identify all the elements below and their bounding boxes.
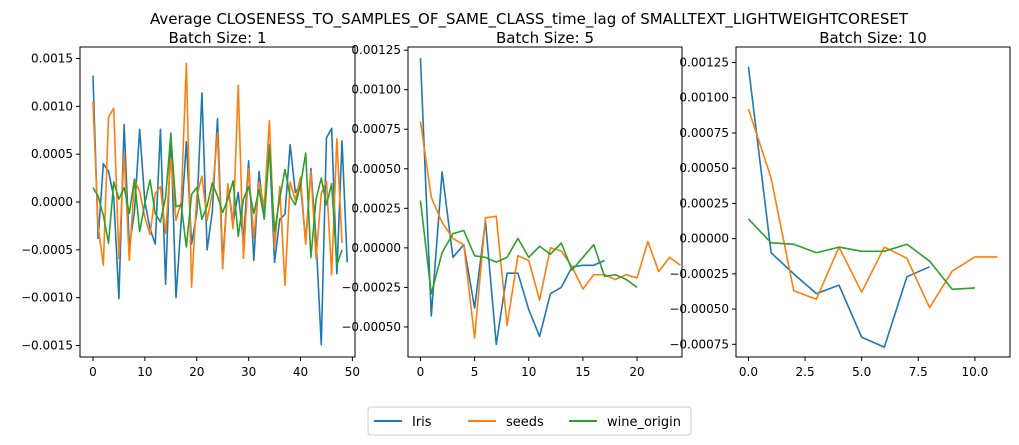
- y-tick-label: 0.00075: [351, 122, 401, 136]
- x-tick-label: 7.5: [909, 365, 928, 379]
- x-tick-label: 5: [471, 365, 479, 379]
- y-tick-label: 0.00100: [679, 91, 729, 105]
- legend-label-iris: Iris: [412, 415, 432, 430]
- y-tick-label: 0.00100: [351, 83, 401, 97]
- y-tick-label: −0.0005: [21, 243, 73, 257]
- legend-label-wine-origin: wine_origin: [607, 415, 681, 430]
- y-tick-label: 0.00000: [351, 241, 401, 255]
- series-line-seeds: [92, 62, 343, 288]
- plot-panels: Batch Size: 10 10 20 30 40 500.00150.00100.00…: [21, 29, 1011, 379]
- series-line-iris: [419, 58, 605, 346]
- legend-frame: [367, 406, 692, 436]
- panel-2-title: Batch Size: 5: [496, 29, 594, 47]
- x-tick-label: 10: [137, 365, 152, 379]
- panel-3-title: Batch Size: 10: [819, 29, 927, 47]
- series-line-wine-origin: [92, 134, 343, 266]
- y-tick-label: 0.0015: [31, 51, 73, 65]
- y-tick-label: 0.00125: [351, 43, 401, 57]
- y-tick-label: 0.00050: [351, 162, 401, 176]
- y-tick-label: 0.00025: [679, 196, 729, 210]
- y-tick-label: −0.0010: [21, 291, 73, 305]
- legend: Iris seeds wine_origin: [367, 406, 692, 436]
- y-tick-label: −0.00050: [669, 302, 729, 316]
- y-tick-label: −0.00075: [669, 337, 729, 351]
- y-tick-label: 0.00050: [679, 161, 729, 175]
- y-tick-label: 0.00025: [351, 201, 401, 215]
- x-tick-label: 2.5: [796, 365, 815, 379]
- series-line-seeds: [419, 121, 681, 339]
- legend-label-seeds: seeds: [506, 415, 544, 430]
- x-tick-label: 5.0: [852, 365, 871, 379]
- series-line-wine-origin: [747, 218, 975, 291]
- x-tick-label: 20: [189, 365, 204, 379]
- x-tick-label: 50: [345, 365, 360, 379]
- y-tick-label: 0.0005: [31, 147, 73, 161]
- series-line-wine-origin: [419, 200, 638, 295]
- panel-1-title: Batch Size: 1: [168, 29, 266, 47]
- panel-2: Batch Size: 5 0 5 10 15 20 0.00125 0.00100 0.000…: [341, 29, 683, 379]
- series-line-seeds: [747, 108, 998, 309]
- x-tick-label: 10: [521, 365, 536, 379]
- y-tick-label: −0.00025: [341, 280, 401, 294]
- y-tick-label: 0.0010: [31, 99, 73, 113]
- x-tick-label: 0.0: [739, 365, 758, 379]
- y-tick-label: 0.00125: [679, 56, 729, 70]
- x-tick-label: 0: [89, 365, 97, 379]
- y-tick-label: 0.00000: [679, 232, 729, 246]
- y-tick-label: 0.0000: [31, 195, 73, 209]
- figure-title: Average CLOSENESS_TO_SAMPLES_OF_SAME_CLA…: [150, 10, 909, 29]
- y-tick-label: 0.00075: [679, 126, 729, 140]
- y-tick-label: −0.00025: [669, 267, 729, 281]
- x-tick-label: 30: [241, 365, 256, 379]
- x-tick-label: 10.0: [962, 365, 989, 379]
- series-line-iris: [747, 66, 930, 348]
- plot-frame: [735, 46, 1011, 358]
- x-tick-label: 0: [417, 365, 425, 379]
- y-tick-label: −0.0015: [21, 339, 73, 353]
- x-tick-label: 15: [575, 365, 590, 379]
- plot-frame: [407, 46, 683, 358]
- y-tick-label: −0.00050: [341, 320, 401, 334]
- x-tick-label: 40: [293, 365, 308, 379]
- x-tick-label: 20: [629, 365, 644, 379]
- panel-3: Batch Size: 10 0.0 2.5 5.0 7.5 10.0 0.00125 0.0…: [669, 29, 1011, 379]
- panel-1: Batch Size: 1 0 10 20 30 40 50 0.0015 0.0010 0.00…: [21, 29, 360, 379]
